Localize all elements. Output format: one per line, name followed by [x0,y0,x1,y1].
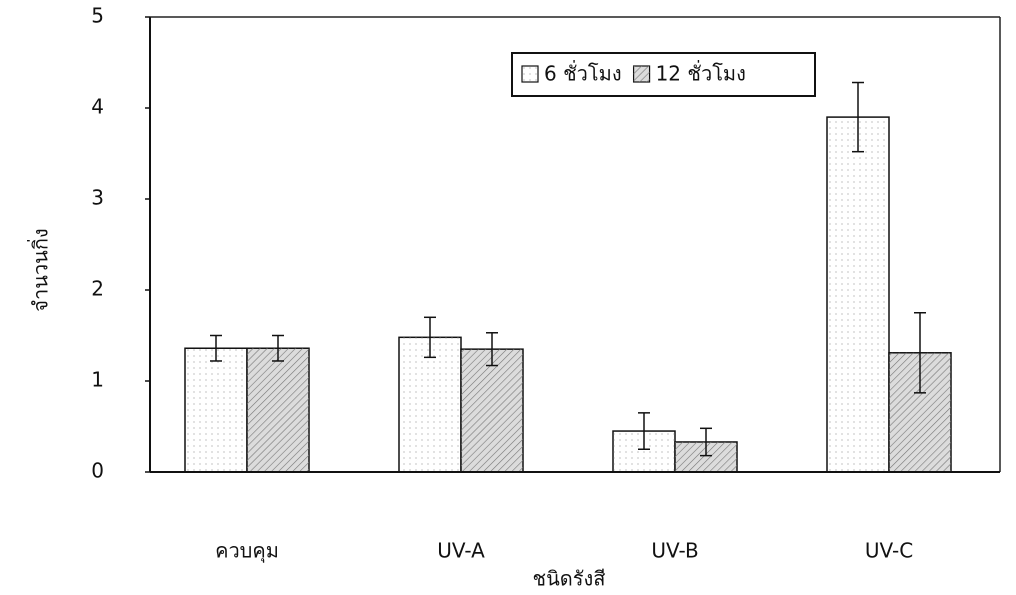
x-tick-label: UV-C [865,539,913,563]
y-tick-label: 2 [91,277,104,301]
x-tick-label: UV-B [651,539,698,563]
legend-swatch-texture [633,66,650,82]
y-tick-label: 5 [91,4,104,28]
y-axis-label: จำนวนกิ่ง [27,228,53,311]
y-tick-label: 4 [91,95,104,119]
legend-label: 6 ชั่วโมง [544,60,622,86]
y-tick-label: 3 [91,186,104,210]
x-axis-label: ชนิดรังสี [533,567,606,591]
bar-texture [461,349,523,472]
legend-label: 12 ชั่วโมง [656,60,746,86]
bar-texture [827,117,889,472]
bar-texture [247,348,309,472]
bar-texture [185,348,247,472]
legend-swatch-texture [522,66,538,82]
bar-texture [399,337,461,472]
x-tick-label: UV-A [437,539,485,563]
y-tick-label: 1 [91,368,104,392]
legend-box [511,52,816,97]
y-tick-label: 0 [91,459,104,483]
x-tick-label: ควบคุม [215,539,279,564]
